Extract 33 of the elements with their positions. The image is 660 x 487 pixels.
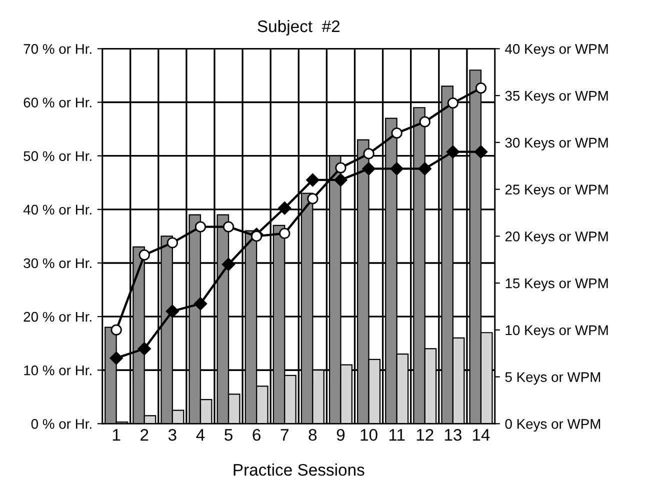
x-axis-title: Practice Sessions [234, 464, 364, 476]
y2-tick-label: 5 Keys or WPM [505, 372, 600, 385]
y-tick-label: 50 % or Hr. [24, 151, 92, 162]
x-tick-label: 2 [140, 428, 148, 441]
y-tick-label: 60 % or Hr. [24, 98, 92, 108]
y2-tick-label: 25 Keys or WPM [505, 184, 608, 198]
x-tick-label: 9 [336, 428, 345, 441]
y-tick-label: 10 % or Hr. [24, 365, 92, 376]
y-tick-label: 20 % or Hr. [24, 312, 92, 322]
x-tick-label: 10 [360, 428, 378, 441]
y2-tick-label: 35 Keys or WPM [505, 90, 608, 104]
y-tick-label: 40 % or Hr. [23, 204, 92, 215]
y-tick-label: 70 % or Hr. [24, 44, 92, 54]
x-tick-label: 4 [196, 429, 205, 441]
y-tick-label: 0 % or Hr. [31, 419, 92, 429]
x-tick-label: 5 [224, 429, 232, 441]
x-tick-label: 7 [280, 429, 288, 441]
x-tick-label: 3 [168, 428, 176, 441]
x-tick-label: 12 [416, 428, 434, 441]
y2-tick-label: 40 Keys or WPM [505, 44, 608, 57]
y2-tick-label: 15 Keys or WPM [506, 278, 608, 291]
y2-tick-label: 30 Keys or WPM [505, 138, 608, 150]
y2-tick-label: 10 Keys or WPM [506, 325, 608, 338]
x-tick-label: 13 [444, 428, 462, 441]
x-tick-label: 1 [112, 429, 120, 441]
chart-title: Subject #2 [258, 20, 340, 36]
x-tick-label: 11 [389, 429, 405, 441]
x-tick-label: 6 [252, 428, 260, 441]
y2-tick-label: 0 Keys or WPM [505, 419, 600, 432]
x-tick-label: 8 [308, 428, 317, 441]
y2-tick-label: 20 Keys or WPM [505, 232, 608, 244]
x-tick-label: 14 [472, 429, 490, 441]
y-tick-label: 30 % or Hr. [24, 258, 92, 268]
